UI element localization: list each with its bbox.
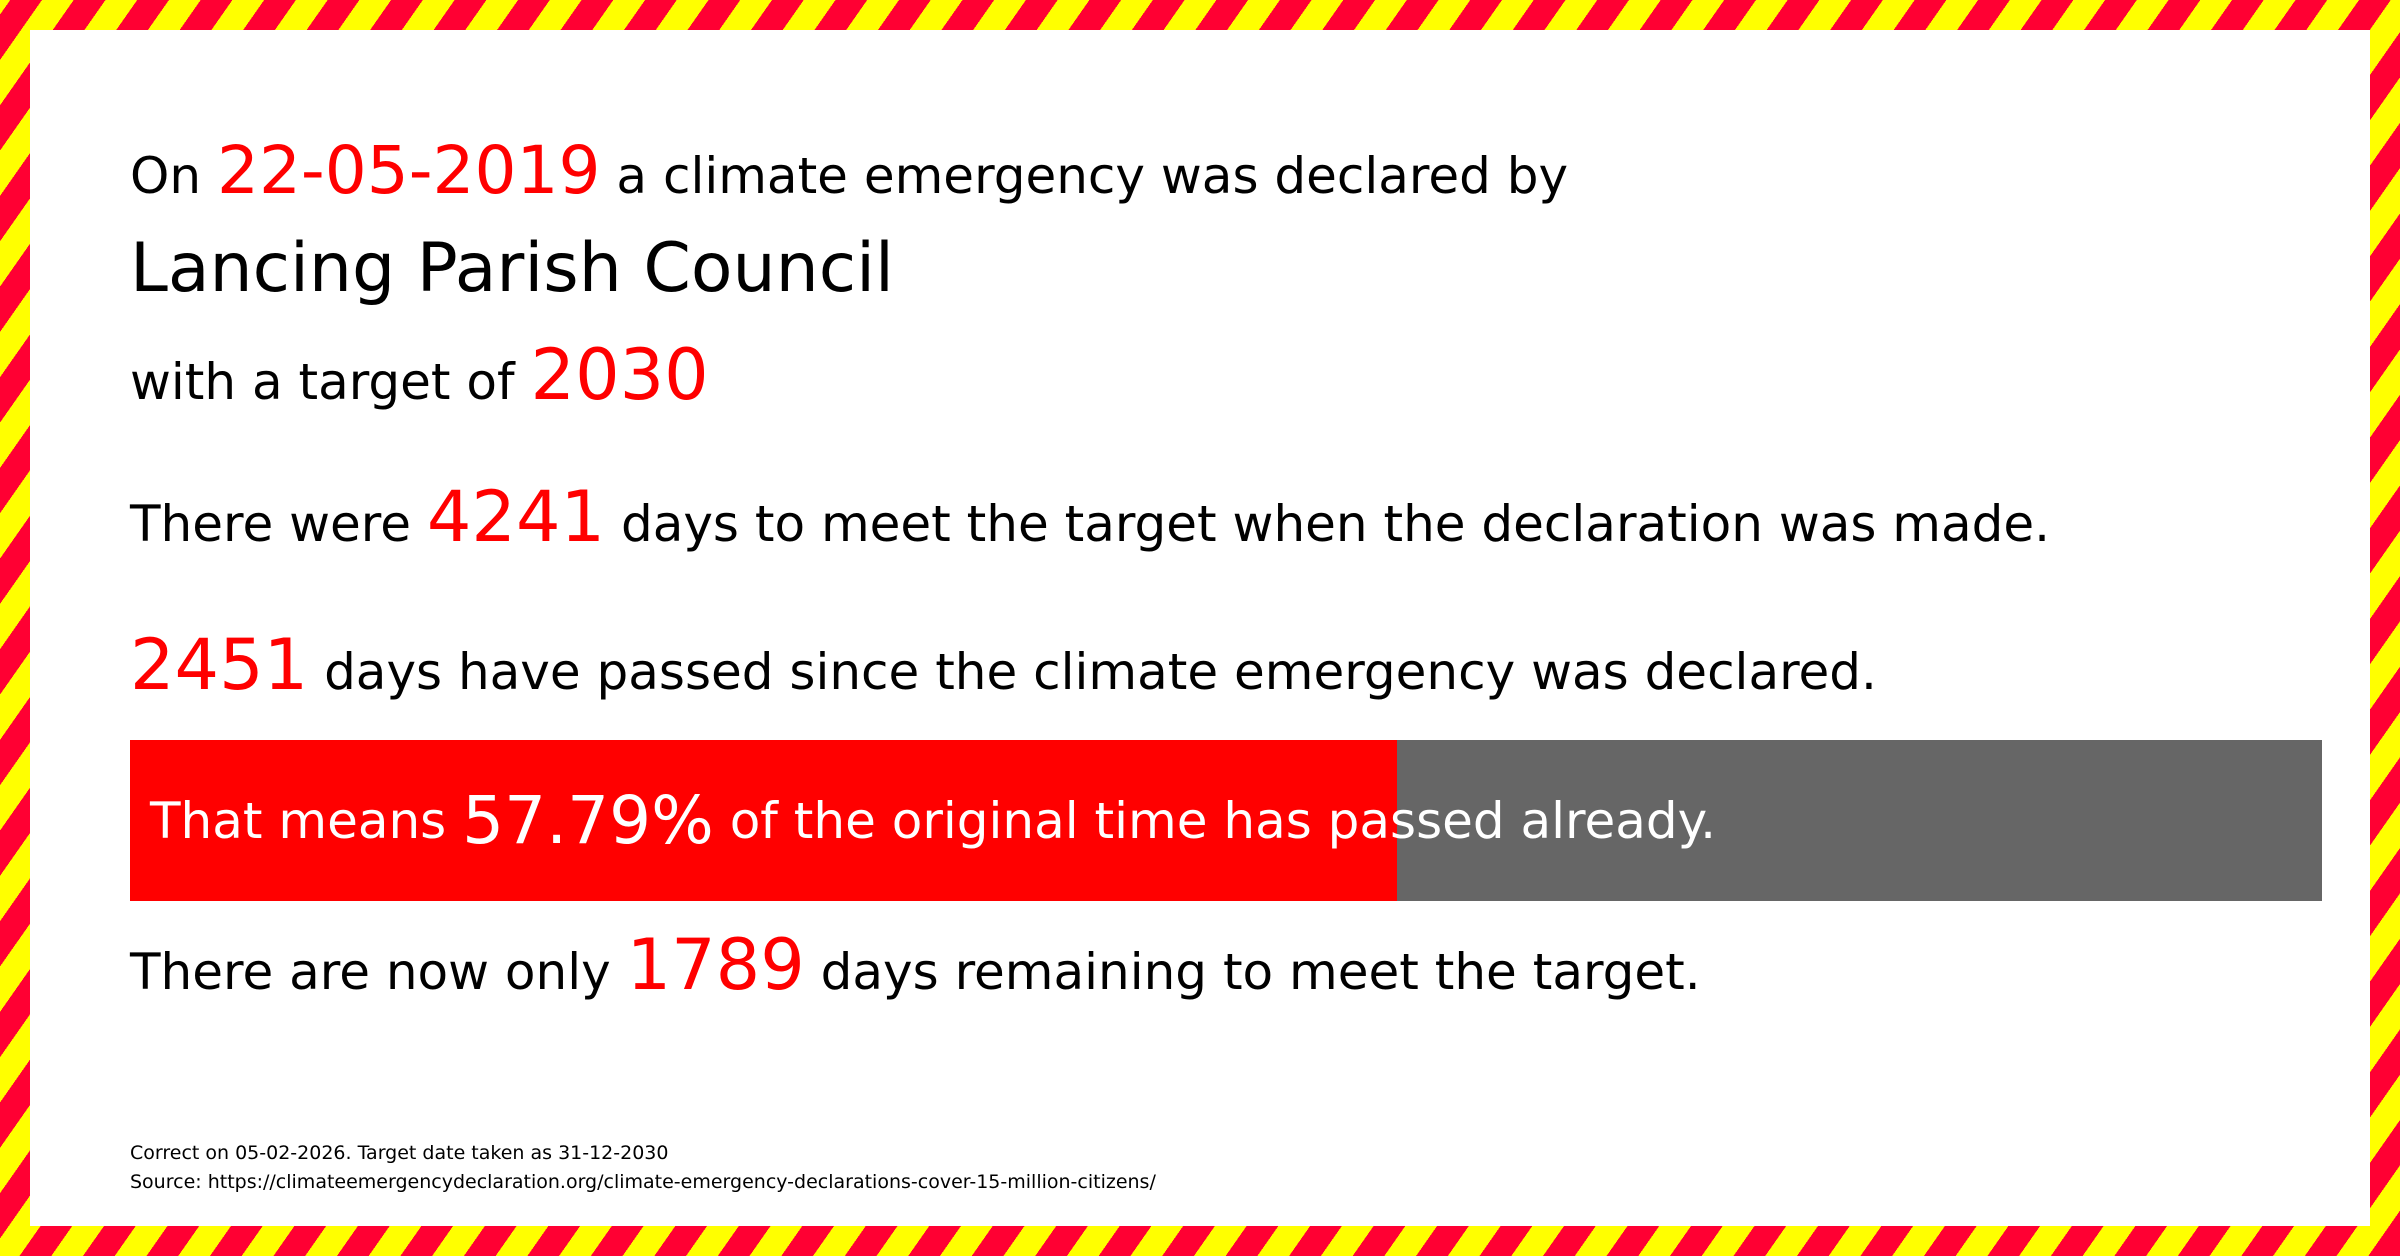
declaration-card: On 22-05-2019 a climate emergency was de… — [30, 30, 2370, 1226]
days-passed-line: 2451 days have passed since the climate … — [130, 630, 1877, 700]
correct-on-note: Correct on 05-02-2026. Target date taken… — [130, 1142, 669, 1164]
declaration-date: 22-05-2019 — [216, 132, 601, 209]
label: There are now only — [130, 943, 611, 1001]
label: a climate emergency was declared by — [616, 147, 1569, 205]
label: days remaining to meet the target. — [820, 943, 1701, 1001]
progress-bar: That means 57.79% of the original time h… — [130, 740, 2322, 901]
days-remaining-line: There are now only 1789 days remaining t… — [130, 930, 1701, 1000]
total-days-line: There were 4241 days to meet the target … — [130, 482, 2050, 552]
target-year: 2030 — [530, 334, 709, 416]
label: On — [130, 147, 202, 205]
target-line: with a target of 2030 — [130, 340, 709, 410]
source-note: Source: https://climateemergencydeclarat… — [130, 1171, 1156, 1193]
progress-bar-fill — [130, 740, 1397, 901]
label: of the original time has passed already. — [729, 791, 1717, 850]
total-days: 4241 — [426, 476, 606, 558]
declaration-date-line: On 22-05-2019 a climate emergency was de… — [130, 138, 1568, 204]
days-passed: 2451 — [130, 624, 309, 706]
label: That means — [150, 791, 447, 850]
percent-passed: 57.79% — [462, 782, 714, 859]
label: There were — [130, 495, 411, 553]
label: with a target of — [130, 353, 515, 411]
days-remaining: 1789 — [626, 924, 805, 1006]
label: days to meet the target when the declara… — [620, 495, 2051, 553]
council-name: Lancing Parish Council — [130, 229, 894, 308]
progress-text: That means 57.79% of the original time h… — [150, 740, 1716, 901]
label: days have passed since the climate emerg… — [324, 643, 1877, 701]
